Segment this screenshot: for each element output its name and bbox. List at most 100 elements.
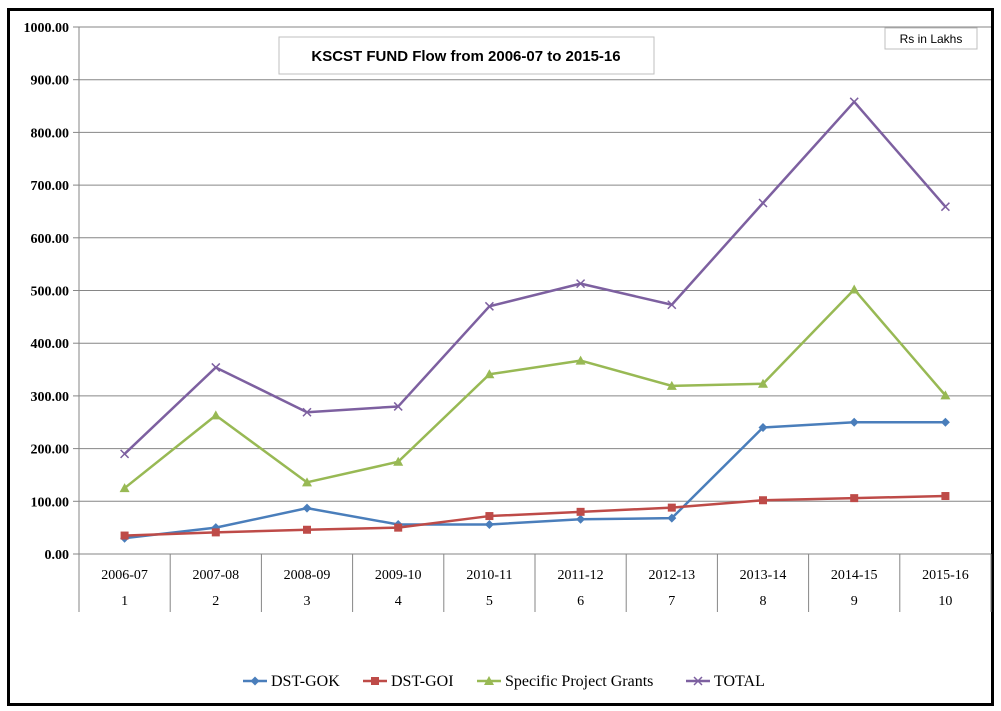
data-point xyxy=(211,362,221,372)
data-point xyxy=(302,407,312,417)
data-point xyxy=(850,494,859,503)
data-point xyxy=(211,528,220,537)
legend-label: DST-GOI xyxy=(391,673,454,690)
marker-stroke xyxy=(120,449,130,459)
data-point xyxy=(667,503,676,512)
data-point xyxy=(302,477,312,487)
marker-stroke xyxy=(576,279,586,289)
data-point xyxy=(120,449,130,459)
y-tick-label: 600.00 xyxy=(31,232,70,247)
x-category-number: 5 xyxy=(486,594,493,609)
data-point xyxy=(576,279,586,289)
y-tick-label: 800.00 xyxy=(31,126,70,141)
data-point xyxy=(120,531,129,540)
x-category-number: 1 xyxy=(121,594,128,609)
marker-stroke xyxy=(211,362,221,372)
y-tick-label: 200.00 xyxy=(31,443,70,458)
x-tick-label: 2011-12 xyxy=(558,568,604,583)
data-point xyxy=(393,456,404,466)
data-point xyxy=(302,503,312,513)
y-tick-label: 700.00 xyxy=(31,179,70,194)
legend-marker xyxy=(484,676,494,685)
unit-note-box: Rs in Lakhs xyxy=(884,27,978,50)
data-point xyxy=(210,410,221,420)
data-point xyxy=(667,513,677,523)
legend: DST-GOK DST-GOI Specific Project Grants TOT… xyxy=(243,673,765,690)
legend-entry: TOTAL xyxy=(686,673,765,690)
data-point xyxy=(759,496,767,505)
x-tick-label: 2014-15 xyxy=(831,568,878,583)
y-axis-ticks: 0.00 100.00 200.00 300.00 400.00 500.00 600.00… xyxy=(24,21,70,563)
legend-entry: DST-GOI xyxy=(363,673,454,690)
data-point xyxy=(575,355,586,365)
series-line xyxy=(124,421,946,540)
x-tick-label: 2015-16 xyxy=(922,568,969,583)
legend-marker xyxy=(693,676,703,686)
x-tick-label: 2006-07 xyxy=(101,568,148,583)
x-category-number: 9 xyxy=(851,594,858,609)
x-category-number: 8 xyxy=(760,594,767,609)
marker-stroke xyxy=(693,676,703,686)
x-category-number: 2 xyxy=(212,594,219,609)
series-lines xyxy=(119,97,951,543)
x-tick-label: 2012-13 xyxy=(648,568,695,583)
legend-entry: DST-GOK xyxy=(243,673,340,690)
y-tick-label: 400.00 xyxy=(31,337,70,352)
x-axis-table: 2006-07 1 2007-08 2 2008-09 3 2009-10 4 2010-11 5… xyxy=(78,554,992,612)
marker-stroke xyxy=(393,401,403,411)
data-point xyxy=(303,525,311,534)
legend-marker xyxy=(250,676,260,686)
marker-stroke xyxy=(667,300,677,310)
series-line xyxy=(123,100,947,455)
data-point xyxy=(484,369,495,379)
x-tick-label: 2009-10 xyxy=(375,568,422,583)
data-point xyxy=(849,97,859,107)
series-dst-goi xyxy=(120,492,950,540)
series-line xyxy=(124,494,946,537)
data-point xyxy=(576,507,585,516)
y-tick-label: 300.00 xyxy=(31,390,70,405)
x-category-number: 10 xyxy=(938,594,952,609)
marker-stroke xyxy=(849,97,859,107)
data-point xyxy=(394,523,403,532)
data-point xyxy=(758,378,768,388)
marker-stroke xyxy=(484,301,494,311)
x-tick-label: 2013-14 xyxy=(740,568,787,583)
y-tick-label: 100.00 xyxy=(31,495,70,510)
data-point xyxy=(484,519,494,529)
legend-label: TOTAL xyxy=(714,673,765,690)
data-point xyxy=(576,514,586,524)
legend-marker xyxy=(371,677,379,685)
y-tick-label: 0.00 xyxy=(45,548,70,563)
series-total xyxy=(120,97,950,459)
marker-stroke xyxy=(940,202,950,212)
y-tick-label: 1000.00 xyxy=(24,21,70,36)
marker-stroke xyxy=(302,407,312,417)
data-point xyxy=(940,417,950,427)
series-line xyxy=(123,288,947,490)
legend-entry: Specific Project Grants xyxy=(477,673,653,690)
data-point xyxy=(667,300,677,310)
x-tick-label: 2007-08 xyxy=(192,568,239,583)
data-point xyxy=(666,380,677,390)
chart-title-box: KSCST FUND Flow from 2006-07 to 2015-16 xyxy=(278,36,655,75)
legend-label: DST-GOK xyxy=(271,673,340,690)
y-tick-label: 900.00 xyxy=(31,74,70,89)
data-point xyxy=(849,284,860,294)
marker-stroke xyxy=(758,198,768,208)
x-category-number: 3 xyxy=(304,594,311,609)
data-point xyxy=(849,417,859,427)
chart-frame xyxy=(7,8,994,706)
data-point xyxy=(758,423,768,433)
x-tick-label: 2010-11 xyxy=(466,568,512,583)
legend-label: Specific Project Grants xyxy=(505,673,653,690)
data-point xyxy=(758,198,768,208)
x-category-number: 7 xyxy=(668,594,675,609)
x-tick-label: 2008-09 xyxy=(284,568,331,583)
unit-note: Rs in Lakhs xyxy=(900,32,963,46)
data-point xyxy=(484,301,494,311)
data-point xyxy=(941,492,950,501)
data-point xyxy=(940,390,951,400)
chart-title: KSCST FUND Flow from 2006-07 to 2015-16 xyxy=(311,48,620,65)
